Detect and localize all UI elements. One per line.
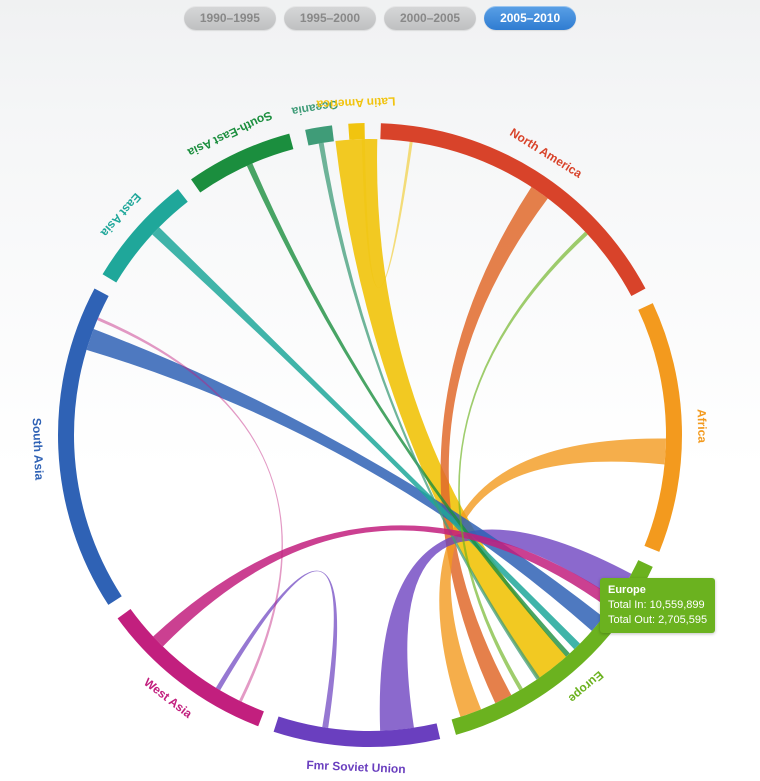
- chord-chart: North AmericaAfricaEuropeFmr Soviet Unio…: [0, 30, 760, 770]
- arc-south_asia[interactable]: [58, 289, 122, 605]
- arc-fmr_soviet[interactable]: [274, 717, 441, 747]
- tab-1995-2000[interactable]: 1995–2000: [284, 6, 376, 30]
- flow-south_asia-to-europe[interactable]: [87, 329, 604, 631]
- arc-oceania[interactable]: [305, 125, 334, 145]
- tab-2000-2005[interactable]: 2000–2005: [384, 6, 476, 30]
- arc-east_asia[interactable]: [103, 189, 188, 282]
- tab-1990-1995[interactable]: 1990–1995: [184, 6, 276, 30]
- tab-2005-2010[interactable]: 2005–2010: [484, 6, 576, 30]
- arc-latin_america[interactable]: [348, 123, 365, 140]
- chord-svg: [0, 30, 760, 770]
- arc-north_america[interactable]: [380, 123, 645, 296]
- arc-africa[interactable]: [638, 303, 682, 552]
- period-tab-bar: 1990–1995 1995–2000 2000–2005 2005–2010: [0, 0, 760, 30]
- arc-south_east_asia[interactable]: [191, 134, 293, 193]
- arc-west_asia[interactable]: [118, 609, 264, 726]
